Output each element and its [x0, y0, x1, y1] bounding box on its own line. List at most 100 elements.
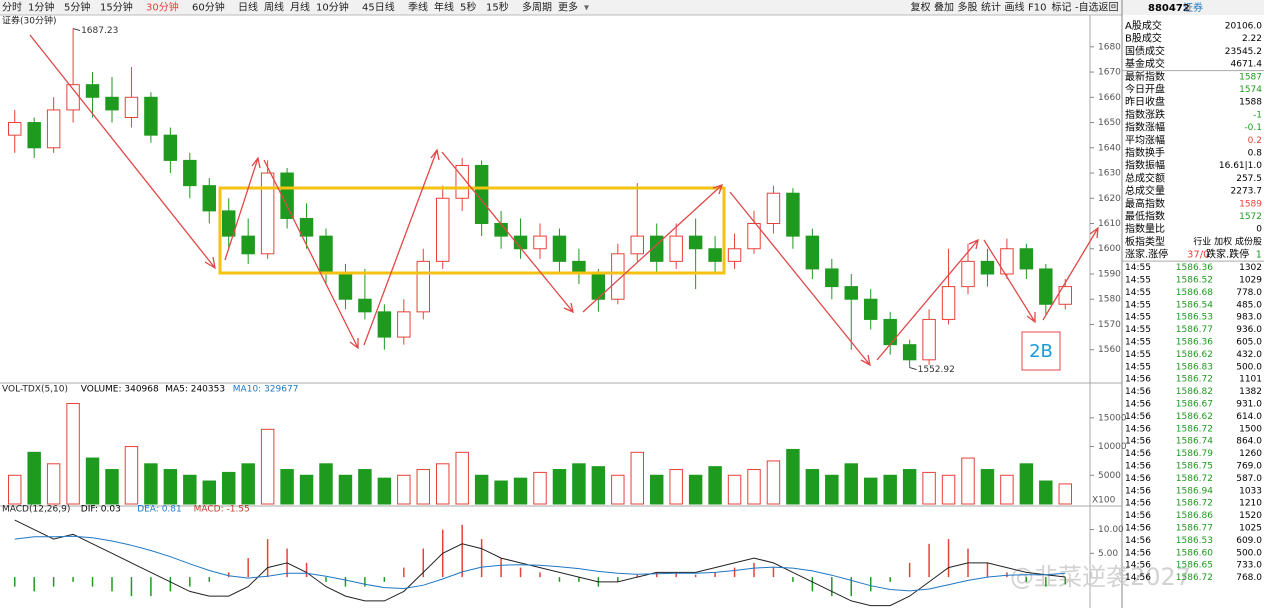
- trade-time: 14:55: [1125, 338, 1151, 348]
- stat-label: 基金成交: [1125, 57, 1165, 70]
- breadth-down-label: 跌家.跌停: [1206, 248, 1249, 261]
- volume-bar: [46, 463, 61, 505]
- period-tab[interactable]: 多周期: [522, 1, 552, 14]
- period-tab[interactable]: 更多: [558, 1, 578, 14]
- toolbar-button[interactable]: -自选: [1075, 1, 1099, 14]
- arrow: [876, 238, 979, 361]
- period-tab[interactable]: 5分钟: [64, 1, 90, 14]
- toolbar-button[interactable]: 返回: [1099, 2, 1119, 14]
- stat-value: 1587: [1239, 72, 1262, 82]
- legend-text: DIF: 0.03: [81, 505, 121, 515]
- period-tab[interactable]: 10分钟: [316, 1, 349, 14]
- stat-value: 1574: [1239, 85, 1262, 95]
- toolbar-button[interactable]: 统计: [981, 1, 1001, 14]
- y-tick-label: 1560: [1098, 345, 1121, 355]
- period-tab[interactable]: 周线: [264, 1, 284, 14]
- volume-bar: [902, 469, 917, 505]
- trade-volume: 587.0: [1236, 474, 1262, 484]
- candle-body: [416, 260, 430, 313]
- volume-bar: [85, 457, 100, 505]
- candle-body: [825, 268, 839, 288]
- period-tab[interactable]: 15分钟: [100, 1, 133, 14]
- trade-volume: 733.0: [1236, 561, 1262, 571]
- stat-label: 平均涨幅: [1125, 133, 1165, 146]
- period-tab[interactable]: 5秒: [460, 1, 476, 14]
- trade-volume: 1260: [1239, 449, 1262, 459]
- stat-value: 1588: [1239, 98, 1262, 108]
- candle-body: [805, 235, 820, 270]
- period-tab[interactable]: 1分钟: [28, 1, 54, 14]
- candle-body: [27, 122, 41, 149]
- period-tab[interactable]: 15秒: [486, 1, 509, 14]
- candle-body: [105, 96, 119, 111]
- period-tab[interactable]: 季线: [408, 1, 428, 14]
- period-tab[interactable]: 日线: [238, 1, 258, 14]
- y-tick-label: 1610: [1098, 219, 1121, 229]
- volume-bar: [1039, 480, 1053, 505]
- trade-price: 1586.62: [1176, 412, 1213, 422]
- volume-bar: [358, 469, 372, 505]
- index-type-label: 板指类型: [1125, 235, 1165, 248]
- period-tab[interactable]: 月线: [290, 1, 310, 14]
- legend-text: MACD: -1.55: [194, 505, 250, 515]
- toolbar-button[interactable]: 叠加: [934, 2, 954, 14]
- stat-label: 最高指数: [1125, 197, 1165, 210]
- toolbar-button[interactable]: 多股: [958, 1, 978, 14]
- period-tab[interactable]: 年线: [434, 1, 454, 14]
- stat-value: 1589: [1239, 199, 1262, 209]
- toolbar-button[interactable]: F10: [1028, 3, 1046, 14]
- arrow: [729, 191, 871, 367]
- volume-bar: [922, 471, 936, 505]
- candle-body: [202, 185, 216, 212]
- candle-body: [708, 248, 722, 262]
- watermark: @韭菜逆袭2027: [1010, 563, 1191, 591]
- volume-bar: [961, 457, 975, 505]
- toolbar-button[interactable]: 复权: [911, 1, 931, 14]
- candle-body: [864, 298, 878, 320]
- volume-bar: [1019, 463, 1034, 505]
- range-box: [218, 186, 726, 275]
- y-tick-label: 10000: [1098, 442, 1127, 452]
- period-tab[interactable]: 45日线: [362, 1, 395, 14]
- y-tick-label: 1660: [1098, 93, 1121, 103]
- toolbar-button[interactable]: 画线: [1005, 1, 1025, 14]
- trade-price: 1586.77: [1176, 524, 1213, 534]
- arrow: [263, 159, 359, 350]
- stat-label: 总成交量: [1125, 184, 1165, 197]
- candle-body: [1019, 248, 1034, 270]
- annotation-box: [1021, 331, 1061, 371]
- volume-bar: [222, 471, 236, 505]
- trend-arrows: [29, 34, 1099, 367]
- volume-bar: [825, 474, 839, 505]
- volume-bar: [144, 463, 158, 505]
- low-label: 1552.92: [918, 365, 955, 375]
- period-tab[interactable]: 分时: [2, 2, 22, 14]
- volume-bar: [669, 469, 683, 505]
- volume-bar: [319, 463, 333, 505]
- candle-body: [241, 235, 255, 255]
- arrow: [441, 151, 574, 314]
- stat-label: 指数换手: [1125, 146, 1165, 159]
- stat-label: 最低指数: [1125, 210, 1165, 223]
- candle-body: [630, 235, 644, 255]
- trade-price: 1586.72: [1176, 474, 1213, 484]
- stat-label: 指数涨跌: [1125, 108, 1165, 121]
- volume-bar: [591, 466, 606, 505]
- candle-body: [474, 164, 489, 225]
- volume-bar: [766, 460, 781, 505]
- trade-price: 1586.36: [1176, 263, 1213, 273]
- volume-bar: [280, 469, 294, 505]
- period-tab[interactable]: 60分钟: [192, 1, 225, 14]
- trade-time: 14:56: [1125, 449, 1151, 459]
- period-tab[interactable]: 30分钟: [146, 1, 179, 14]
- high-label: 1687.23: [81, 26, 118, 36]
- volume-bar: [163, 469, 178, 505]
- low-pointer: [909, 367, 917, 371]
- unit-label: X100: [1092, 496, 1116, 506]
- toolbar-button[interactable]: 标记: [1052, 2, 1072, 14]
- volume-bar: [1058, 483, 1072, 505]
- trade-volume: 500.0: [1236, 548, 1262, 558]
- macd-line: [14, 519, 1066, 607]
